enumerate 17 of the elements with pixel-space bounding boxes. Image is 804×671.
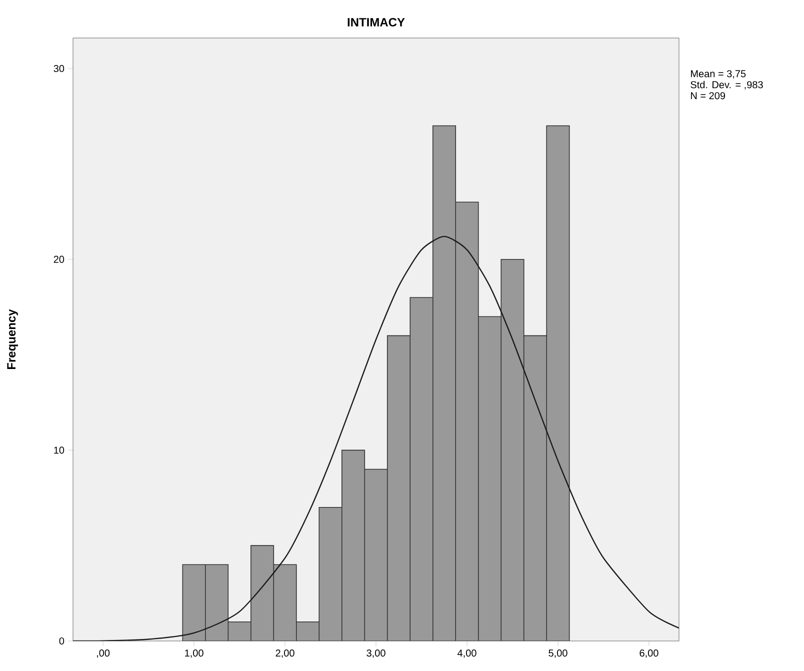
x-tick-label: 5,00 xyxy=(548,650,568,658)
text: Mean = 3,75 xyxy=(691,70,746,78)
line-series xyxy=(73,236,679,641)
x-tick-label: 2,00 xyxy=(276,650,294,658)
x-tick-label: 3,00 xyxy=(366,650,386,658)
x-tick-label: ,00 xyxy=(96,650,110,658)
x-tick-label: 4,00 xyxy=(458,650,476,658)
y-axis-title: Frequency xyxy=(7,309,18,370)
text: Std. Dev. = ,983 xyxy=(690,80,763,90)
text: N = 209 xyxy=(691,92,726,100)
chart-title: INTIMACY xyxy=(348,18,405,26)
y-tick-label: 20 xyxy=(54,256,64,263)
y-tick-label: 0 xyxy=(59,637,64,645)
y-tick-label: 30 xyxy=(54,64,64,72)
x-tick-label: 6,00 xyxy=(640,650,658,658)
y-tick-label: 10 xyxy=(54,446,64,454)
x-tick-label: 1,00 xyxy=(185,650,204,658)
